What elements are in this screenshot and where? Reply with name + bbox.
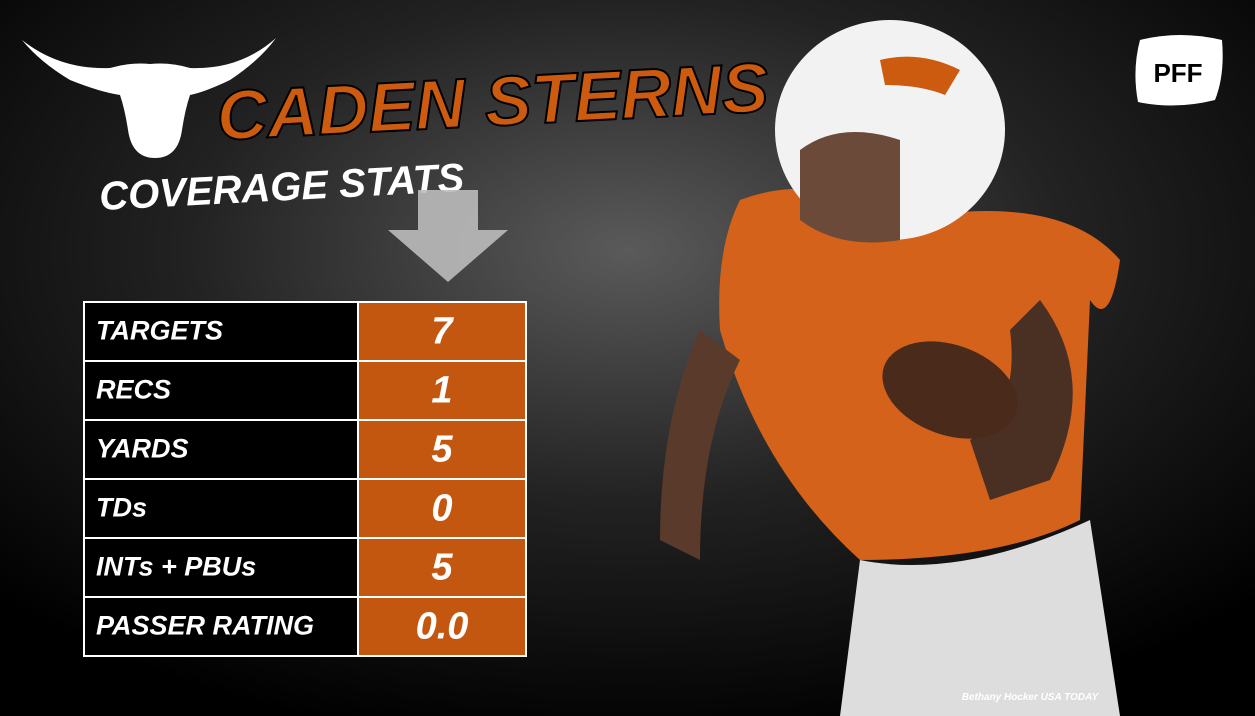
- row-label: PASSER RATING: [96, 611, 314, 641]
- value-cell: [357, 360, 527, 421]
- label-cell: [83, 478, 359, 539]
- row-value: 1: [431, 370, 452, 412]
- row-value: 0.0: [416, 606, 469, 648]
- value-cell: [357, 537, 527, 598]
- value-cell: [357, 301, 527, 362]
- value-cell: [357, 596, 527, 657]
- row-label: INTs + PBUs: [96, 552, 256, 582]
- label-cell: [83, 596, 359, 657]
- player-photo: [660, 20, 1120, 716]
- value-cell: [357, 419, 527, 480]
- row-value: 5: [431, 429, 453, 471]
- label-cell: [83, 537, 359, 598]
- row-label: TARGETS: [96, 316, 223, 346]
- row-value: 5: [431, 547, 453, 589]
- label-cell: [83, 360, 359, 421]
- photo-credit: Bethany Hocker USA TODAY: [962, 692, 1100, 703]
- row-label: TDs: [96, 493, 147, 523]
- label-cell: [83, 419, 359, 480]
- pff-text: PFF: [1153, 58, 1202, 88]
- down-arrow: [388, 190, 508, 282]
- row-label: YARDS: [96, 434, 189, 464]
- row-value: 0: [431, 488, 452, 530]
- row-value: 7: [431, 311, 454, 353]
- pff-logo: [1135, 35, 1223, 106]
- row-label: RECS: [96, 375, 171, 405]
- label-cell: [83, 301, 359, 362]
- longhorn-logo: [22, 38, 276, 158]
- stats-table: TARGETS 7 RECS 1 YARDS 5 TDs 0 INTs + PBUs 5 PASSE…: [83, 301, 527, 657]
- value-cell: [357, 478, 527, 539]
